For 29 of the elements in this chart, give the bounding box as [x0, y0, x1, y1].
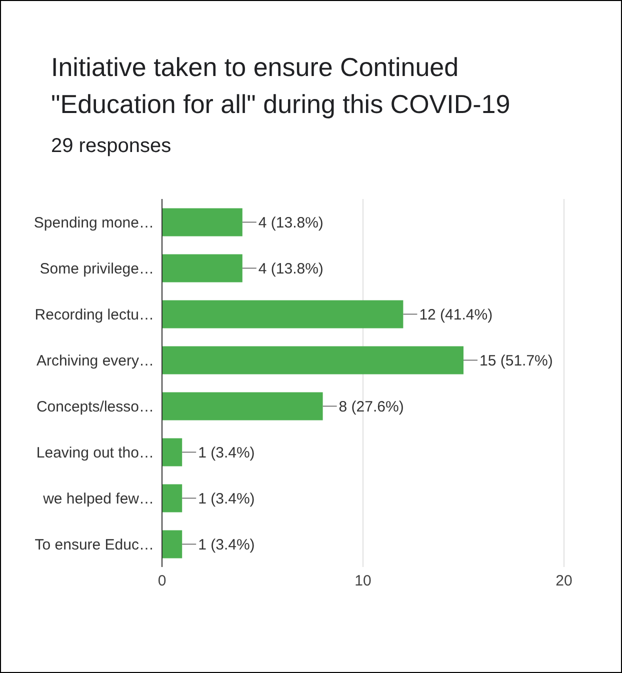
bar: [162, 484, 182, 512]
x-tick-label: 20: [556, 572, 572, 590]
data-label: 4 (13.8%): [258, 214, 324, 232]
bar: [162, 254, 242, 282]
x-tick-label: 10: [354, 572, 372, 590]
data-label: 8 (27.6%): [338, 398, 404, 416]
y-tick-label: Some privilege…: [40, 260, 154, 278]
y-tick-label: Recording lectu…: [34, 306, 154, 324]
bar: [162, 530, 182, 558]
y-tick-label: Leaving out tho…: [36, 444, 154, 462]
data-label: 12 (41.4%): [419, 306, 493, 324]
y-tick-label: Archiving every…: [36, 352, 154, 370]
y-tick-label: Concepts/lesso…: [36, 398, 154, 416]
data-label: 1 (3.4%): [198, 536, 255, 554]
y-tick-label: To ensure Educ…: [34, 536, 154, 554]
data-label: 1 (3.4%): [198, 444, 255, 462]
bar: [162, 346, 464, 374]
data-label: 15 (51.7%): [480, 352, 553, 370]
x-tick-label: 0: [158, 572, 166, 590]
bar: [162, 208, 242, 236]
data-label: 4 (13.8%): [258, 260, 324, 278]
bar: [162, 300, 404, 328]
bar: [162, 438, 182, 466]
data-label: 1 (3.4%): [198, 490, 255, 508]
y-tick-label: Spending mone…: [34, 214, 154, 232]
chart-subtitle: 29 responses: [51, 135, 172, 158]
bar: [162, 392, 323, 420]
y-tick-label: we helped few…: [42, 490, 154, 508]
chart-title: Initiative taken to ensure Continued "Education for all" during this COVID-19: [51, 51, 512, 121]
